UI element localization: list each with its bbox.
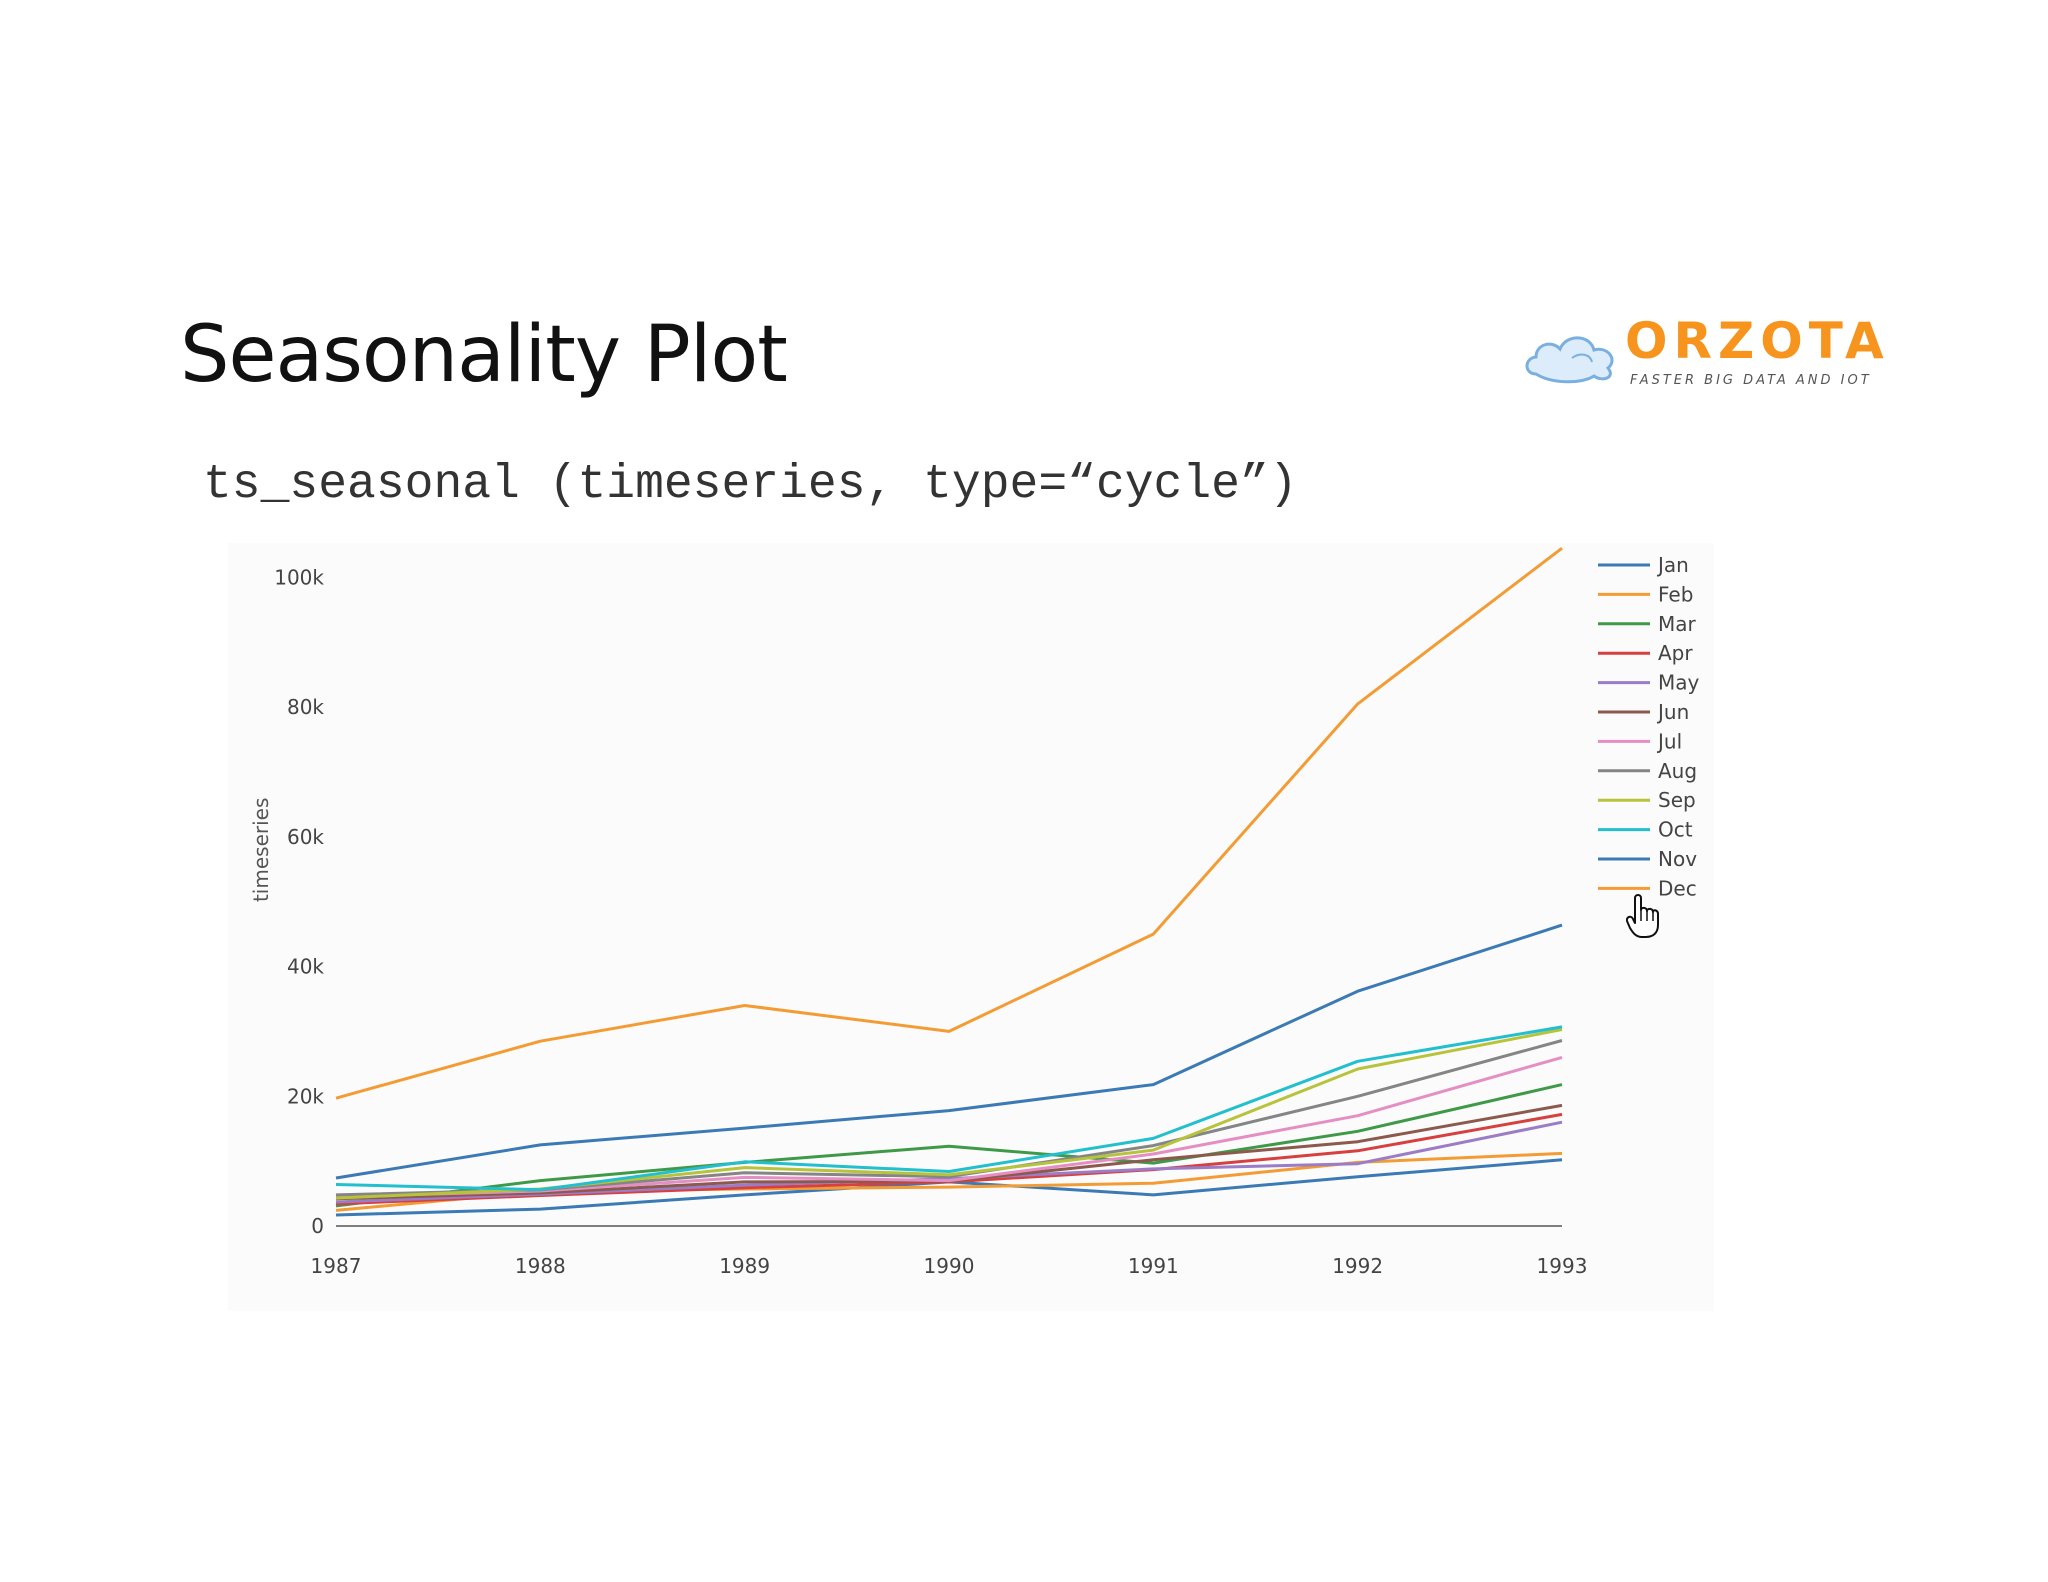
legend-label-dec: Dec bbox=[1658, 876, 1697, 900]
series-line-jun bbox=[335, 1103, 1563, 1201]
legend-label-sep: Sep bbox=[1658, 788, 1696, 812]
x-tick-label: 1987 bbox=[311, 1254, 362, 1278]
legend-label-jan: Jan bbox=[1656, 553, 1689, 577]
x-tick-label: 1991 bbox=[1128, 1254, 1179, 1278]
legend-label-jul: Jul bbox=[1656, 729, 1682, 753]
legend-label-mar: Mar bbox=[1658, 612, 1697, 636]
legend-label-nov: Nov bbox=[1658, 847, 1697, 871]
y-tick-label: 40k bbox=[287, 955, 324, 979]
series-line-oct bbox=[335, 1025, 1563, 1192]
seasonality-chart: 0 20k 40k 60k 80k 100k 1987 1988 1989 1990 1991 199… bbox=[249, 547, 1700, 1278]
legend-label-oct: Oct bbox=[1658, 818, 1693, 842]
series-line-nov bbox=[335, 923, 1563, 1180]
logo-tagline: FASTER BIG DATA AND IOT bbox=[1630, 373, 1872, 388]
series-line-mar bbox=[335, 1083, 1563, 1208]
x-tick-label: 1990 bbox=[924, 1254, 975, 1278]
cloud-icon bbox=[1525, 336, 1614, 384]
y-tick-label: 0 bbox=[311, 1214, 324, 1238]
legend-label-feb: Feb bbox=[1658, 582, 1693, 606]
legend-label-jun: Jun bbox=[1656, 700, 1689, 724]
legend-label-apr: Apr bbox=[1658, 641, 1693, 665]
y-tick-label: 80k bbox=[287, 695, 324, 719]
orzota-logo: ORZOTA FASTER BIG DATA AND IOT bbox=[1522, 312, 1884, 393]
x-tick-label: 1993 bbox=[1537, 1254, 1588, 1278]
hand-pointer-icon bbox=[1626, 894, 1659, 938]
legend-label-may: May bbox=[1658, 671, 1700, 695]
y-tick-label: 20k bbox=[287, 1084, 324, 1108]
y-axis-title: timeseries bbox=[249, 798, 273, 902]
series-line-dec bbox=[335, 547, 1563, 1100]
slide-title: Seasonality Plot bbox=[180, 310, 788, 400]
logo-wordmark: ORZOTA bbox=[1625, 312, 1890, 370]
code-snippet: ts_seasonal (timeseries, type=“cycle”) bbox=[203, 458, 1298, 512]
x-tick-label: 1989 bbox=[719, 1254, 770, 1278]
x-tick-label: 1992 bbox=[1332, 1254, 1383, 1278]
y-tick-label: 60k bbox=[287, 825, 324, 849]
legend-label-aug: Aug bbox=[1658, 759, 1697, 783]
chart-panel: 0 20k 40k 60k 80k 100k 1987 1988 1989 1990 1991 199… bbox=[228, 543, 1714, 1311]
x-tick-label: 1988 bbox=[515, 1254, 566, 1278]
y-tick-label: 100k bbox=[274, 565, 324, 589]
